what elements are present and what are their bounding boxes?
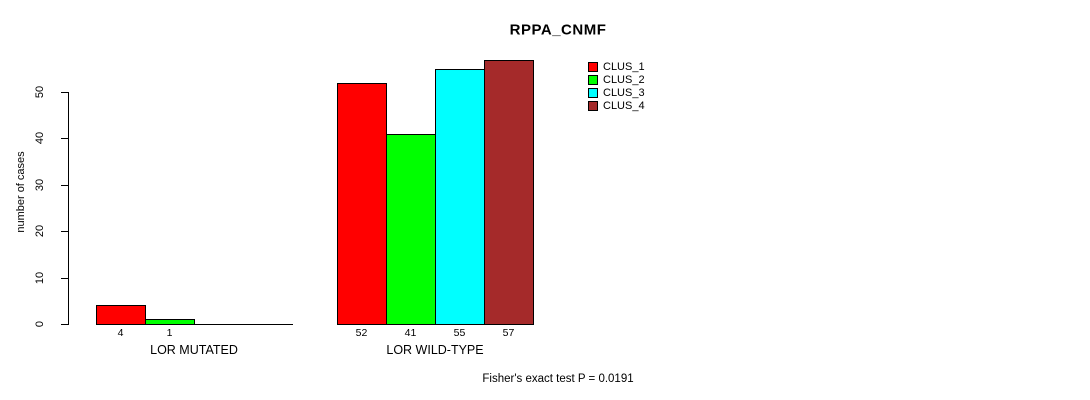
legend-label: CLUS_3 [603, 86, 645, 99]
bar-count-label: 4 [117, 327, 124, 339]
y-axis-tick [61, 231, 68, 233]
y-axis-tick [61, 277, 68, 279]
group-label: LOR MUTATED [150, 343, 238, 357]
bar-count-label: 1 [166, 327, 173, 339]
legend-row: CLUS_1 [588, 60, 645, 73]
y-axis-line [68, 92, 69, 325]
y-axis-tick [61, 138, 68, 140]
y-axis-tick-label: 20 [34, 225, 46, 238]
legend-label: CLUS_1 [603, 60, 645, 73]
legend-swatch-icon [588, 74, 598, 85]
chart-title: RPPA_CNMF [509, 21, 607, 39]
bar-clus_2 [145, 319, 195, 325]
legend-row: CLUS_2 [588, 73, 645, 86]
bar-count-label: 55 [453, 327, 466, 339]
legend-swatch-icon [588, 87, 598, 98]
legend-label: CLUS_2 [603, 73, 645, 86]
bar-clus_4 [484, 60, 534, 325]
legend-row: CLUS_3 [588, 86, 645, 99]
y-axis-tick [61, 92, 68, 93]
y-axis-tick-label: 30 [34, 178, 46, 191]
legend-swatch-icon [588, 100, 598, 111]
bar-count-label: 52 [355, 327, 368, 339]
y-axis-label: number of cases [15, 151, 27, 233]
y-axis-tick-label: 50 [34, 85, 46, 99]
y-axis-tick-label: 10 [34, 271, 46, 284]
y-axis-tick [61, 324, 68, 325]
y-axis-tick-label: 40 [34, 132, 46, 145]
bar-clus_2 [386, 134, 436, 325]
legend-swatch-icon [588, 61, 598, 72]
bar-count-label: 57 [502, 327, 515, 339]
fisher-test-annotation: Fisher's exact test P = 0.0191 [482, 373, 634, 385]
legend: CLUS_1 CLUS_2 CLUS_3 CLUS_4 [588, 60, 645, 112]
bar-count-label: 41 [404, 327, 417, 339]
bar-clus_1 [96, 305, 146, 325]
y-axis-tick-label: 0 [34, 320, 46, 328]
legend-row: CLUS_4 [588, 99, 645, 112]
legend-label: CLUS_4 [603, 99, 645, 112]
group-label: LOR WILD-TYPE [386, 343, 484, 357]
bar-clus_1 [337, 83, 387, 325]
y-axis-tick [61, 184, 68, 186]
bar-clus_3 [435, 69, 485, 325]
